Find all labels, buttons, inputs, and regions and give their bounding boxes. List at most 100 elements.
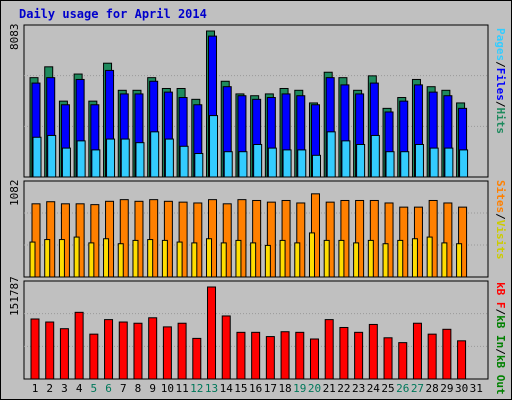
kbf-bar-10: [162, 326, 172, 380]
x-tick-13: 13: [205, 382, 218, 395]
legend-top: Pages/Files/Hits: [494, 28, 507, 134]
visits-bar-2: [44, 239, 51, 278]
visits-bar-13: [206, 238, 213, 278]
kbf-bar-29: [442, 328, 452, 380]
pages-bar-9: [150, 131, 160, 178]
visits-bar-7: [117, 243, 124, 278]
visits-bar-6: [103, 238, 110, 278]
x-tick-29: 29: [440, 382, 453, 395]
visits-bar-9: [147, 239, 154, 278]
pages-bar-20: [311, 154, 321, 178]
pages-bar-27: [414, 143, 424, 178]
sites-bar-11: [178, 201, 188, 278]
pages-bar-26: [400, 151, 410, 178]
sites-bar-23: [355, 199, 365, 278]
sites-bar-1: [31, 203, 41, 278]
x-tick-30: 30: [455, 382, 468, 395]
visits-bar-12: [191, 242, 198, 278]
kbf-bar-21: [324, 319, 334, 380]
kbf-bar-13: [207, 286, 217, 380]
kbf-bar-25: [383, 337, 393, 380]
kbf-bar-15: [236, 331, 246, 380]
x-tick-4: 4: [76, 382, 83, 395]
visits-bar-25: [382, 243, 389, 278]
x-tick-8: 8: [135, 382, 142, 395]
pages-bar-8: [135, 142, 145, 178]
visits-bar-10: [161, 239, 168, 278]
pages-bar-11: [179, 145, 189, 178]
sites-bar-16: [252, 199, 262, 278]
pages-bar-3: [61, 147, 71, 178]
y-max-label-bottom: 151787: [8, 276, 21, 316]
x-tick-28: 28: [426, 382, 439, 395]
sites-bar-24: [369, 199, 379, 278]
pages-bar-23: [356, 143, 366, 178]
x-tick-12: 12: [190, 382, 203, 395]
visits-bar-5: [88, 242, 95, 278]
pages-bar-28: [429, 147, 439, 178]
kbf-bar-17: [265, 336, 275, 380]
legend-middle: Sites/Visits: [494, 180, 507, 260]
visits-bar-24: [367, 239, 374, 278]
pages-bar-22: [341, 140, 351, 178]
visits-bar-19: [294, 242, 301, 278]
kbf-bar-7: [118, 321, 128, 380]
visits-bar-29: [441, 242, 448, 278]
kbf-bar-14: [221, 315, 231, 380]
x-tick-3: 3: [61, 382, 68, 395]
kbf-bar-5: [89, 333, 99, 380]
sites-bar-15: [237, 199, 247, 278]
kbf-bar-19: [295, 331, 305, 380]
pages-bar-2: [47, 134, 57, 178]
sites-bar-19: [296, 202, 306, 278]
x-tick-2: 2: [46, 382, 53, 395]
x-tick-11: 11: [175, 382, 188, 395]
visits-bar-26: [397, 239, 404, 278]
x-tick-25: 25: [381, 382, 394, 395]
pages-bar-18: [282, 149, 292, 178]
x-tick-19: 19: [293, 382, 306, 395]
legend-sep-2: /: [494, 100, 507, 108]
kbf-bar-4: [74, 311, 84, 380]
visits-bar-15: [235, 239, 242, 278]
pages-bar-1: [32, 136, 42, 178]
visits-bar-18: [279, 239, 286, 278]
visits-bar-1: [29, 241, 36, 278]
kbf-bar-22: [339, 326, 349, 380]
sites-bar-9: [149, 199, 159, 278]
pages-bar-4: [76, 140, 86, 178]
pages-bar-30: [459, 149, 469, 178]
chart-title: Daily usage for April 2014: [19, 7, 207, 21]
kbf-bar-11: [177, 322, 187, 380]
visits-bar-27: [411, 238, 418, 278]
kbf-bar-9: [148, 317, 158, 380]
visits-bar-3: [58, 239, 65, 278]
x-tick-6: 6: [105, 382, 112, 395]
sites-bar-14: [222, 203, 232, 278]
visits-bar-22: [338, 239, 345, 278]
pages-bar-15: [238, 151, 248, 178]
legend-sep-1: /: [494, 61, 507, 68]
kbf-bar-6: [104, 319, 114, 380]
pages-bar-6: [106, 138, 116, 178]
x-tick-10: 10: [161, 382, 174, 395]
legend-visits: Visits: [494, 219, 507, 260]
visits-bar-4: [73, 236, 80, 278]
kbf-bar-8: [133, 322, 143, 380]
x-tick-21: 21: [323, 382, 336, 395]
legend-files: Files: [494, 67, 507, 101]
y-max-label-top: 8083: [8, 23, 21, 51]
pages-bar-21: [326, 131, 336, 178]
kbf-bar-12: [192, 337, 202, 380]
visits-bar-30: [456, 243, 463, 278]
x-tick-26: 26: [396, 382, 409, 395]
sites-bar-7: [119, 199, 129, 278]
x-tick-9: 9: [149, 382, 156, 395]
kbf-bar-24: [368, 323, 378, 380]
sites-bar-8: [134, 200, 144, 278]
sites-bar-22: [340, 199, 350, 278]
legend-sites: Sites: [494, 180, 507, 214]
x-tick-7: 7: [120, 382, 127, 395]
visits-bar-8: [132, 239, 139, 278]
pages-bar-29: [444, 147, 454, 178]
